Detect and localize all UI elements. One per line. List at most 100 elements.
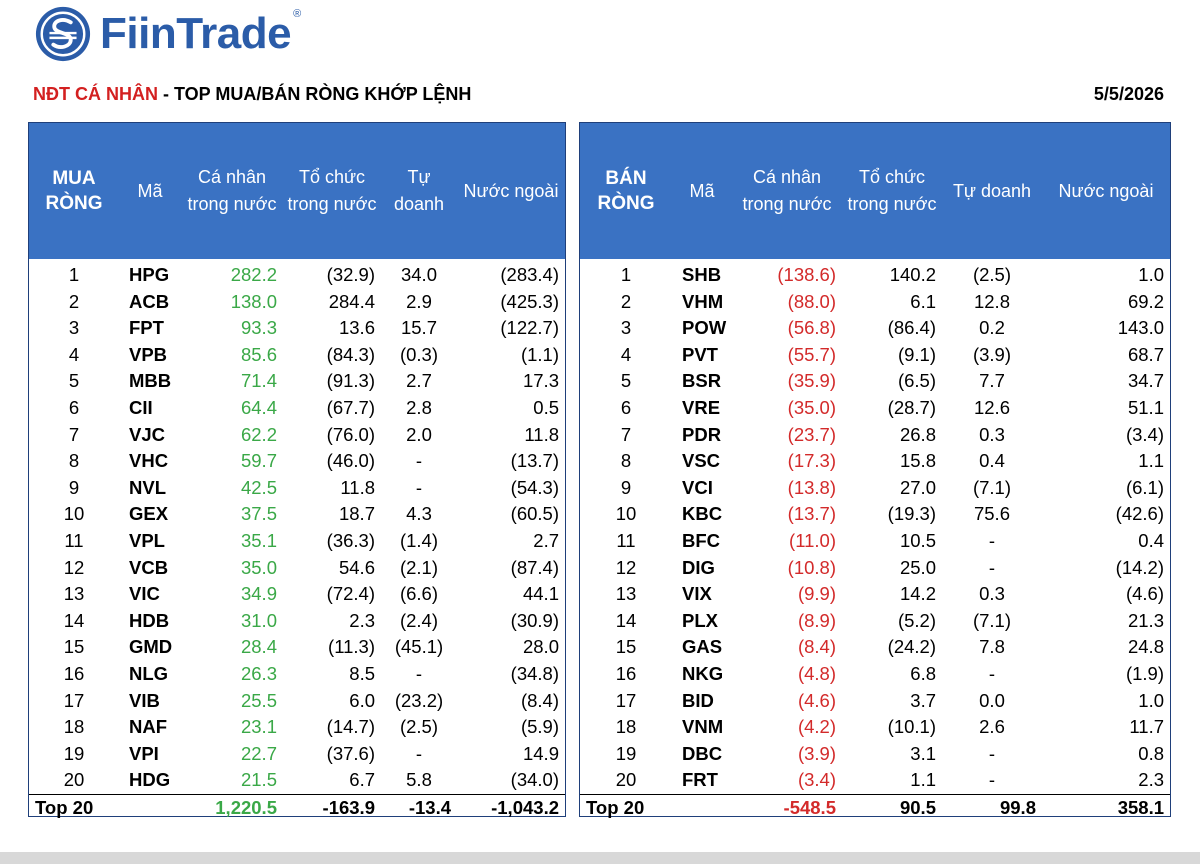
institution-value: (46.0) bbox=[326, 450, 375, 472]
stock-code: BSR bbox=[682, 370, 722, 392]
stock-code: HPG bbox=[129, 264, 170, 285]
rank-cell: 20 bbox=[63, 769, 85, 791]
institution-value: (14.7) bbox=[326, 716, 375, 738]
proprietary-value: 15.7 bbox=[400, 317, 437, 339]
institution-value: (67.7) bbox=[326, 396, 375, 418]
stock-code: BID bbox=[682, 689, 714, 711]
table-row: 4 VPB 85.6 (84.3) (0.3) (1.1) bbox=[29, 342, 565, 369]
net-sell-panel: BÁN RÒNG Mã Cá nhân trong nước Tổ chức t… bbox=[579, 122, 1171, 820]
individual-value: 93.3 bbox=[240, 317, 277, 339]
report-title-rest: - TOP MUA/BÁN RÒNG KHỚP LỆNH bbox=[158, 84, 472, 104]
table-row: 13 VIX (9.9) 14.2 0.3 (4.6) bbox=[580, 581, 1170, 608]
proprietary-value: (7.1) bbox=[972, 609, 1012, 631]
rank-cell: 7 bbox=[620, 423, 632, 445]
stock-code: GMD bbox=[129, 636, 173, 658]
proprietary-value: (2.4) bbox=[399, 609, 439, 631]
individual-value: (35.0) bbox=[787, 396, 836, 418]
foreign-value: 0.4 bbox=[1138, 529, 1164, 551]
individual-value: 37.5 bbox=[240, 503, 277, 525]
proprietary-value: 2.8 bbox=[406, 396, 432, 418]
table-row: 19 DBC (3.9) 3.1 - 0.8 bbox=[580, 741, 1170, 768]
foreign-value: 68.7 bbox=[1127, 343, 1164, 365]
net-buy-panel: MUA RÒNG Mã Cá nhân trong nước Tổ chức t… bbox=[28, 122, 566, 820]
foreign-value: 28.0 bbox=[522, 636, 559, 658]
individual-value: (13.7) bbox=[787, 503, 836, 525]
table-row: 17 VIB 25.5 6.0 (23.2) (8.4) bbox=[29, 688, 565, 715]
col-individual: Cá nhân trong nước bbox=[742, 167, 832, 214]
stock-code: NVL bbox=[129, 476, 166, 498]
stock-code: VRE bbox=[682, 396, 721, 418]
stock-code: NKG bbox=[682, 662, 724, 684]
stock-code: PDR bbox=[682, 423, 722, 445]
institution-value: 6.0 bbox=[349, 689, 375, 711]
stock-code: FPT bbox=[129, 317, 164, 339]
report-title-highlight: NĐT CÁ NHÂN bbox=[33, 84, 158, 104]
institution-value: 140.2 bbox=[889, 264, 936, 285]
table-row: 7 VJC 62.2 (76.0) 2.0 11.8 bbox=[29, 422, 565, 449]
rank-cell: 18 bbox=[615, 716, 637, 738]
report-title: NĐT CÁ NHÂN - TOP MUA/BÁN RÒNG KHỚP LỆNH bbox=[33, 84, 471, 105]
table-row: 11 VPL 35.1 (36.3) (1.4) 2.7 bbox=[29, 528, 565, 555]
individual-value: (4.2) bbox=[797, 716, 836, 738]
net-sell-body: 1 SHB (138.6) 140.2 (2.5) 1.0 2 VHM (88.0) 6.1 12.… bbox=[580, 259, 1170, 820]
foreign-value: 143.0 bbox=[1117, 317, 1164, 339]
col-individual: Cá nhân trong nước bbox=[187, 167, 277, 214]
proprietary-value: - bbox=[415, 476, 423, 498]
proprietary-value: 2.9 bbox=[406, 290, 432, 312]
individual-value: (10.8) bbox=[787, 556, 836, 578]
foreign-value: (6.1) bbox=[1125, 476, 1164, 498]
individual-value: 21.5 bbox=[240, 769, 277, 791]
total-individual: 1,220.5 bbox=[181, 793, 283, 820]
stock-code: VHM bbox=[682, 290, 724, 312]
table-row: 15 GAS (8.4) (24.2) 7.8 24.8 bbox=[580, 634, 1170, 661]
proprietary-value: - bbox=[988, 662, 996, 684]
rank-cell: 7 bbox=[68, 423, 80, 445]
table-row: 9 VCI (13.8) 27.0 (7.1) (6.1) bbox=[580, 475, 1170, 502]
institution-value: (5.2) bbox=[897, 609, 936, 631]
rank-cell: 12 bbox=[63, 556, 85, 578]
foreign-value: (122.7) bbox=[500, 317, 559, 339]
proprietary-value: 12.8 bbox=[973, 290, 1010, 312]
col-code: Mã bbox=[689, 180, 715, 201]
proprietary-value: 7.8 bbox=[979, 636, 1005, 658]
stock-code: KBC bbox=[682, 503, 723, 525]
institution-value: (19.3) bbox=[887, 503, 936, 525]
table-row: 18 NAF 23.1 (14.7) (2.5) (5.9) bbox=[29, 714, 565, 741]
individual-value: (3.9) bbox=[797, 742, 836, 764]
table-row: 3 POW (56.8) (86.4) 0.2 143.0 bbox=[580, 315, 1170, 342]
foreign-value: 2.7 bbox=[533, 529, 559, 551]
rank-cell: 16 bbox=[63, 662, 85, 684]
stock-code: VJC bbox=[129, 423, 165, 445]
foreign-value: 14.9 bbox=[522, 742, 559, 764]
rank-cell: 11 bbox=[616, 529, 636, 551]
foreign-value: 44.1 bbox=[522, 583, 559, 605]
table-row: 10 KBC (13.7) (19.3) 75.6 (42.6) bbox=[580, 501, 1170, 528]
proprietary-value: (45.1) bbox=[394, 636, 444, 658]
foreign-value: 21.3 bbox=[1127, 609, 1164, 631]
foreign-value: (42.6) bbox=[1115, 503, 1164, 525]
table-row: 12 VCB 35.0 54.6 (2.1) (87.4) bbox=[29, 555, 565, 582]
stock-code: NAF bbox=[129, 716, 168, 738]
individual-value: (23.7) bbox=[787, 423, 836, 445]
stock-code: PLX bbox=[682, 609, 718, 631]
foreign-value: (3.4) bbox=[1125, 423, 1164, 445]
net-buy-table: MUA RÒNG Mã Cá nhân trong nước Tổ chức t… bbox=[29, 123, 565, 820]
institution-value: 13.6 bbox=[338, 317, 375, 339]
proprietary-value: 0.4 bbox=[979, 450, 1005, 472]
col-institution: Tổ chức trong nước bbox=[847, 167, 937, 214]
stock-code: BFC bbox=[682, 529, 721, 551]
stock-code: MBB bbox=[129, 370, 172, 392]
institution-value: 3.1 bbox=[910, 742, 936, 764]
individual-value: (8.9) bbox=[797, 609, 836, 631]
stock-code: VIB bbox=[129, 689, 160, 711]
table-row: 10 GEX 37.5 18.7 4.3 (60.5) bbox=[29, 501, 565, 528]
institution-value: (28.7) bbox=[887, 396, 936, 418]
institution-value: (11.3) bbox=[328, 636, 375, 658]
table-row: 20 HDG 21.5 6.7 5.8 (34.0) bbox=[29, 767, 565, 794]
stock-code: VPL bbox=[129, 529, 165, 551]
rank-cell: 10 bbox=[615, 503, 637, 525]
total-proprietary: 99.8 bbox=[942, 793, 1042, 820]
foreign-value: (54.3) bbox=[510, 476, 559, 498]
individual-value: (4.6) bbox=[797, 689, 836, 711]
institution-value: (84.3) bbox=[326, 343, 375, 365]
